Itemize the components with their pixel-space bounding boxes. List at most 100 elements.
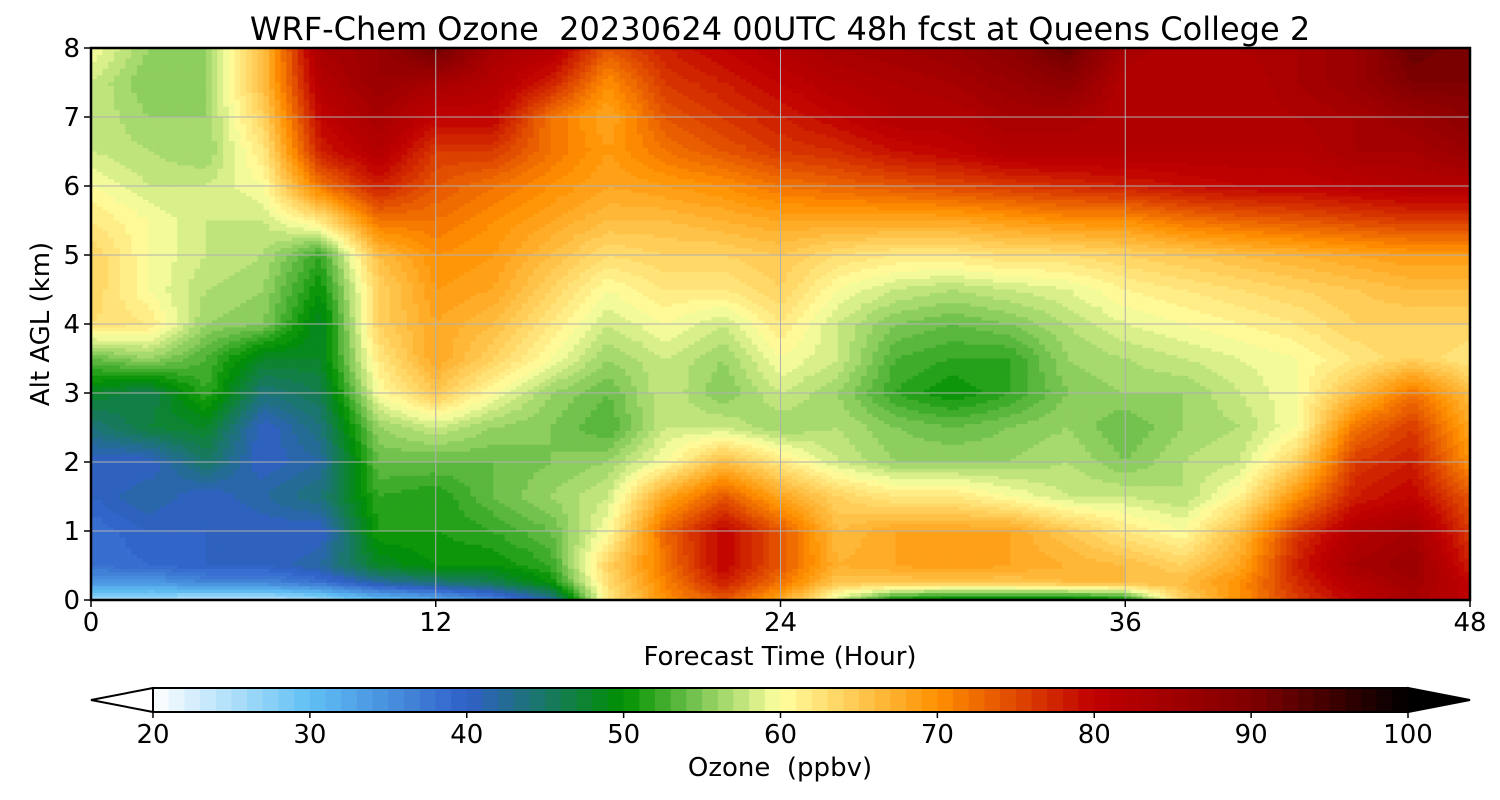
heatmap-cell <box>648 61 655 66</box>
heatmap-cell <box>728 48 736 53</box>
heatmap-cell <box>1119 96 1126 101</box>
heatmap-cell <box>1291 96 1299 101</box>
heatmap-cell <box>338 96 345 101</box>
heatmap-cell <box>740 68 747 73</box>
heatmap-cell <box>941 72 948 77</box>
heatmap-cell <box>665 110 672 115</box>
heatmap-cell <box>849 96 856 101</box>
heatmap-cell <box>1096 110 1103 115</box>
heatmap-cell <box>613 58 621 63</box>
heatmap-cell <box>665 54 672 59</box>
heatmap-cell <box>1268 75 1276 80</box>
heatmap-cell <box>1010 85 1017 90</box>
heatmap-cell <box>286 110 293 115</box>
heatmap-cell <box>619 110 626 115</box>
heatmap-cell <box>1447 106 1454 111</box>
heatmap-cell <box>889 92 897 97</box>
heatmap-cell <box>562 58 569 63</box>
heatmap-cell <box>941 58 948 63</box>
heatmap-cell <box>791 54 799 59</box>
heatmap-cell <box>1429 51 1437 56</box>
heatmap-cell <box>757 99 764 104</box>
heatmap-cell <box>165 85 173 90</box>
heatmap-cell <box>694 61 701 66</box>
heatmap-cell <box>964 117 971 122</box>
heatmap-cell <box>734 85 741 90</box>
heatmap-cell <box>200 68 207 73</box>
heatmap-cell <box>832 113 839 118</box>
heatmap-cell <box>1360 82 1368 87</box>
heatmap-cell <box>958 113 965 118</box>
heatmap-cell <box>573 110 580 115</box>
heatmap-cell <box>171 96 178 101</box>
heatmap-cell <box>142 65 150 70</box>
heatmap-cell <box>849 54 856 59</box>
heatmap-cell <box>119 89 127 94</box>
heatmap-cell <box>326 110 333 115</box>
heatmap-cell <box>407 58 414 63</box>
heatmap-cell <box>746 72 753 77</box>
heatmap-cell <box>1148 51 1155 56</box>
heatmap-cell <box>148 75 155 80</box>
heatmap-cell <box>1251 85 1259 90</box>
heatmap-cell <box>395 110 402 115</box>
heatmap-cell <box>878 96 885 101</box>
heatmap-cell <box>590 103 598 108</box>
heatmap-cell <box>1389 99 1396 104</box>
heatmap-cell <box>901 51 908 56</box>
heatmap-cell <box>407 92 414 97</box>
heatmap-cell <box>659 58 667 63</box>
heatmap-cell <box>125 113 132 118</box>
heatmap-cell <box>1142 82 1149 87</box>
heatmap-cell <box>217 92 224 97</box>
heatmap-cell <box>1447 75 1454 80</box>
heatmap-cell <box>590 75 598 80</box>
heatmap-cell <box>947 51 954 56</box>
heatmap-cell <box>113 92 121 97</box>
heatmap-cell <box>665 106 672 111</box>
heatmap-cell <box>1320 92 1327 97</box>
heatmap-cell <box>769 99 776 104</box>
heatmap-cell <box>671 72 678 77</box>
heatmap-cell <box>1188 54 1195 59</box>
heatmap-cell <box>125 85 132 90</box>
heatmap-cell <box>694 106 701 111</box>
heatmap-cell <box>430 48 437 53</box>
heatmap-cell <box>1389 106 1396 111</box>
heatmap-cell <box>1211 79 1218 84</box>
heatmap-cell <box>746 82 753 87</box>
heatmap-cell <box>608 75 615 80</box>
heatmap-cell <box>947 75 954 80</box>
heatmap-cell <box>1090 65 1098 70</box>
heatmap-cell <box>889 72 897 77</box>
heatmap-cell <box>826 117 833 122</box>
heatmap-cell <box>412 51 420 56</box>
heatmap-cell <box>579 89 586 94</box>
heatmap-cell <box>1447 110 1454 115</box>
heatmap-cell <box>338 75 345 80</box>
heatmap-cell <box>1131 103 1138 108</box>
heatmap-cell <box>1332 99 1339 104</box>
heatmap-cell <box>263 113 270 118</box>
heatmap-cell <box>803 82 810 87</box>
heatmap-cell <box>975 113 983 118</box>
heatmap-cell <box>590 110 598 115</box>
heatmap-cell <box>918 48 925 53</box>
heatmap-cell <box>378 51 385 56</box>
heatmap-cell <box>1096 85 1103 90</box>
heatmap-cell <box>240 72 247 77</box>
heatmap-cell <box>1050 48 1057 53</box>
heatmap-cell <box>332 48 339 53</box>
heatmap-cell <box>958 75 965 80</box>
heatmap-cell <box>493 75 500 80</box>
heatmap-cell <box>860 61 868 66</box>
heatmap-cell <box>567 113 575 118</box>
heatmap-cell <box>993 72 1000 77</box>
heatmap-cell <box>119 72 127 77</box>
heatmap-cell <box>263 117 270 122</box>
heatmap-cell <box>1171 103 1178 108</box>
heatmap-cell <box>814 48 822 53</box>
heatmap-cell <box>475 106 483 111</box>
heatmap-cell <box>424 58 431 63</box>
heatmap-cell <box>1452 92 1460 97</box>
